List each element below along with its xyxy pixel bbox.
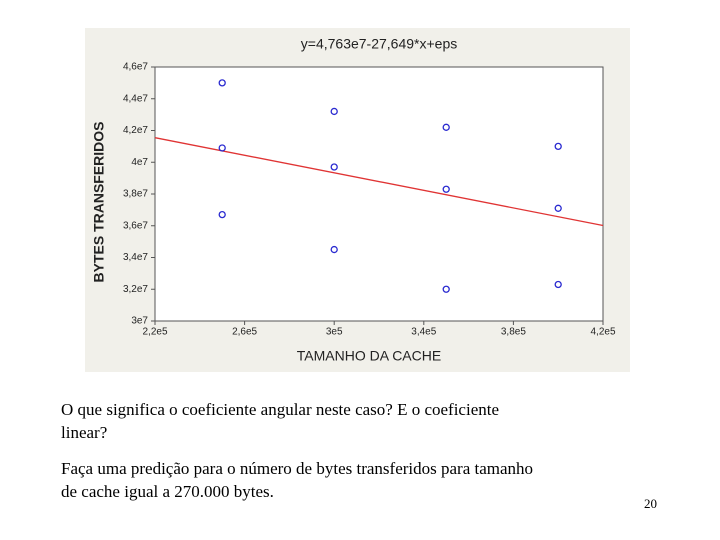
x-tick-label: 2,2e5 [142, 327, 167, 338]
plot-area [154, 66, 604, 322]
y-tick-label: 4e7 [131, 157, 148, 168]
y-tick-label: 3,6e7 [123, 220, 148, 231]
point [554, 280, 562, 289]
point [442, 185, 450, 193]
y-tick-label: 3e7 [131, 316, 148, 327]
point [442, 123, 450, 131]
x-tick-label: 2,6e5 [232, 327, 257, 338]
x-tick-label: 3,4e5 [411, 327, 436, 338]
question-2: Faça uma predição para o número de bytes… [61, 457, 533, 503]
point [218, 144, 226, 152]
question-1: O que significa o coeficiente angular ne… [61, 398, 499, 444]
chart: y=4,763e7-27,649*x+eps TAMANHO DA CACHE … [85, 28, 630, 372]
text-line: O que significa o coeficiente angular ne… [61, 400, 500, 419]
point [330, 163, 338, 171]
x-tick-label: 4,2e5 [590, 327, 615, 338]
point [554, 142, 562, 151]
chart-title: y=4,763e7-27,649*x+eps [301, 36, 457, 52]
point [554, 204, 562, 212]
trend-line [154, 137, 604, 227]
x-axis-label: TAMANHO DA CACHE [297, 348, 441, 364]
point [442, 285, 450, 293]
y-tick-label: 3,2e7 [123, 284, 148, 295]
text-line: linear? [61, 423, 108, 442]
point [218, 210, 226, 219]
point [218, 79, 226, 87]
text-line: Faça uma predição para o número de bytes… [61, 459, 534, 478]
y-tick-label: 4,6e7 [123, 62, 148, 73]
y-tick-label: 3,4e7 [123, 252, 148, 263]
x-tick-label: 3e5 [326, 327, 343, 338]
point [330, 107, 338, 116]
point [330, 245, 338, 254]
text-line: de cache igual a 270.000 bytes. [61, 482, 274, 501]
y-tick-label: 3,8e7 [123, 189, 148, 200]
y-axis-label: BYTES TRANSFERIDOS [91, 121, 107, 282]
x-tick-label: 3,8e5 [501, 327, 526, 338]
page-number: 20 [644, 496, 657, 511]
y-tick-label: 4,4e7 [123, 93, 148, 104]
y-tick-label: 4,2e7 [123, 125, 148, 136]
